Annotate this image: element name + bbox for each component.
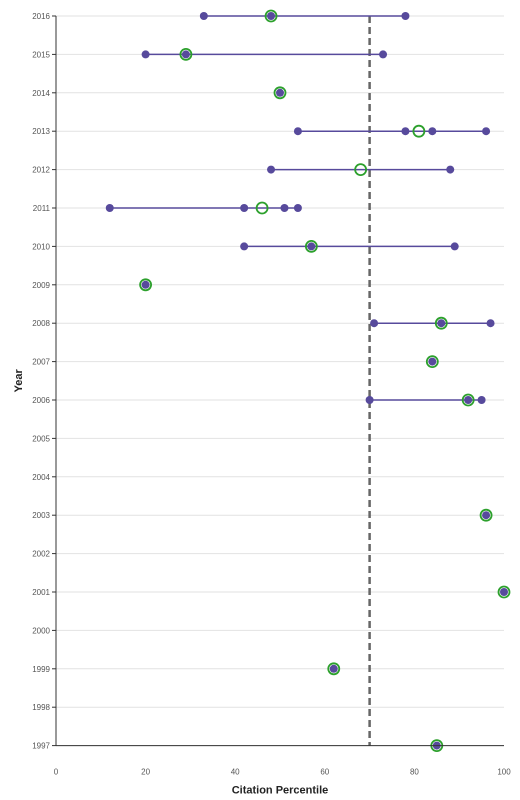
mean-marker-2009 [139, 278, 153, 292]
data-point-2011-3 [293, 204, 302, 212]
y-tick-label-2002: 2002 [32, 550, 50, 559]
y-tick-label-2006: 2006 [32, 396, 50, 405]
data-point-2011-0 [105, 204, 114, 212]
data-point-2010-0 [240, 242, 249, 251]
data-point-2011-2 [280, 204, 289, 212]
y-tick-label-1999: 1999 [32, 665, 50, 674]
data-point-2013-1 [401, 127, 410, 136]
x-tick-label-0: 0 [54, 768, 59, 777]
data-point-2010-2 [450, 242, 459, 251]
data-point-2016-1 [267, 12, 276, 20]
row-2006 [365, 393, 486, 407]
data-point-2008-2 [486, 319, 495, 328]
y-tick-label-2000: 2000 [32, 626, 50, 635]
y-tick-label-2004: 2004 [32, 473, 50, 482]
data-point-2013-0 [293, 127, 302, 136]
x-tick-label-100: 100 [497, 768, 511, 777]
y-tick-labels: 2016 2015 2014 2013 2012 2011 2010 2009 2008 2007… [32, 12, 56, 751]
y-tick-label-2005: 2005 [32, 434, 50, 443]
data-point-2006-1 [464, 396, 473, 404]
mean-marker-1999 [327, 662, 341, 676]
data-point-2015-1 [181, 50, 190, 59]
axes [55, 16, 504, 747]
mean-marker-2014 [273, 86, 287, 100]
data-point-2010-1 [307, 242, 316, 251]
y-tick-label-2011: 2011 [33, 204, 51, 213]
data-point-2014-0 [276, 88, 284, 97]
data-point-2016-2 [401, 12, 410, 20]
y-tick-label-2010: 2010 [32, 242, 50, 251]
mean-marker-2015 [179, 48, 193, 61]
x-tick-labels: 0 20 40 60 80 100 [54, 768, 511, 777]
row-2007 [425, 355, 439, 369]
data-point-2015-2 [379, 50, 388, 59]
x-tick-label-80: 80 [410, 768, 419, 777]
y-tick-label-2009: 2009 [32, 281, 50, 290]
row-2009 [139, 278, 153, 292]
y-axis-title: Year [13, 368, 25, 392]
data-point-2012-1 [446, 165, 455, 174]
x-tick-label-40: 40 [231, 768, 240, 777]
row-2008 [370, 316, 495, 330]
mean-marker-2007 [425, 355, 439, 369]
data-point-2013-3 [482, 127, 491, 136]
y-tick-label-2016: 2016 [32, 12, 50, 21]
row-2016 [199, 9, 410, 23]
data-point-1999-0 [329, 664, 338, 673]
data-point-2006-0 [365, 396, 374, 404]
mean-marker-2008 [434, 316, 448, 330]
y-tick-label-2015: 2015 [32, 50, 50, 59]
y-tick-label-2001: 2001 [32, 588, 50, 597]
data-point-2008-1 [437, 319, 446, 328]
row-2010 [240, 239, 459, 253]
mean-marker-2003 [479, 508, 493, 522]
y-tick-label-1998: 1998 [32, 703, 50, 712]
y-tick-label-2007: 2007 [32, 358, 50, 367]
x-tick-label-60: 60 [320, 768, 329, 777]
data-point-2003-0 [482, 511, 491, 520]
row-2011 [105, 201, 302, 215]
row-2012 [267, 163, 455, 177]
row-1999 [327, 662, 341, 676]
data-point-2016-0 [199, 12, 208, 20]
data-point-2013-2 [428, 127, 437, 136]
mean-marker-2013 [412, 124, 426, 138]
mean-marker-2001 [497, 585, 511, 599]
mean-marker-2016 [264, 9, 278, 23]
row-2015 [141, 48, 388, 61]
y-tick-label-2012: 2012 [32, 166, 50, 175]
y-tick-label-1997: 1997 [32, 742, 50, 751]
row-2013 [293, 124, 491, 138]
data-point-2008-0 [370, 319, 379, 328]
data-point-2011-1 [240, 204, 249, 212]
x-axis-title: Citation Percentile [232, 785, 329, 797]
y-tick-label-2008: 2008 [32, 319, 50, 328]
data-point-2009-0 [141, 280, 150, 289]
grid-layer [56, 15, 504, 747]
data-point-2006-2 [477, 396, 486, 404]
y-tick-label-2014: 2014 [32, 89, 50, 98]
data-point-2001-0 [500, 588, 508, 596]
y-tick-label-2013: 2013 [32, 127, 50, 136]
data-point-2015-0 [141, 50, 150, 59]
mean-marker-2010 [304, 239, 318, 253]
y-tick-label-2003: 2003 [32, 511, 50, 520]
row-2014 [273, 86, 287, 100]
row-2001 [497, 585, 511, 599]
mean-marker-2011 [255, 201, 269, 215]
mean-marker-2006 [461, 393, 475, 407]
row-2003 [479, 508, 493, 522]
data-point-2007-0 [428, 357, 437, 366]
mean-marker-2012 [354, 163, 368, 177]
data-rows [105, 9, 511, 752]
data-point-2012-0 [267, 165, 276, 174]
x-tick-label-20: 20 [141, 768, 150, 777]
